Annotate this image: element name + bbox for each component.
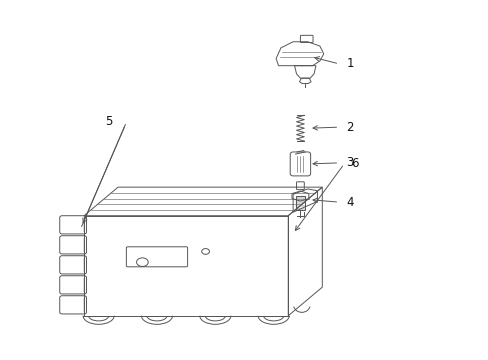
Text: 2: 2 (346, 121, 353, 134)
Text: 4: 4 (346, 195, 353, 209)
Text: 1: 1 (346, 57, 353, 71)
Text: 3: 3 (346, 156, 353, 169)
Text: 5: 5 (104, 114, 112, 127)
Text: 6: 6 (351, 157, 358, 170)
